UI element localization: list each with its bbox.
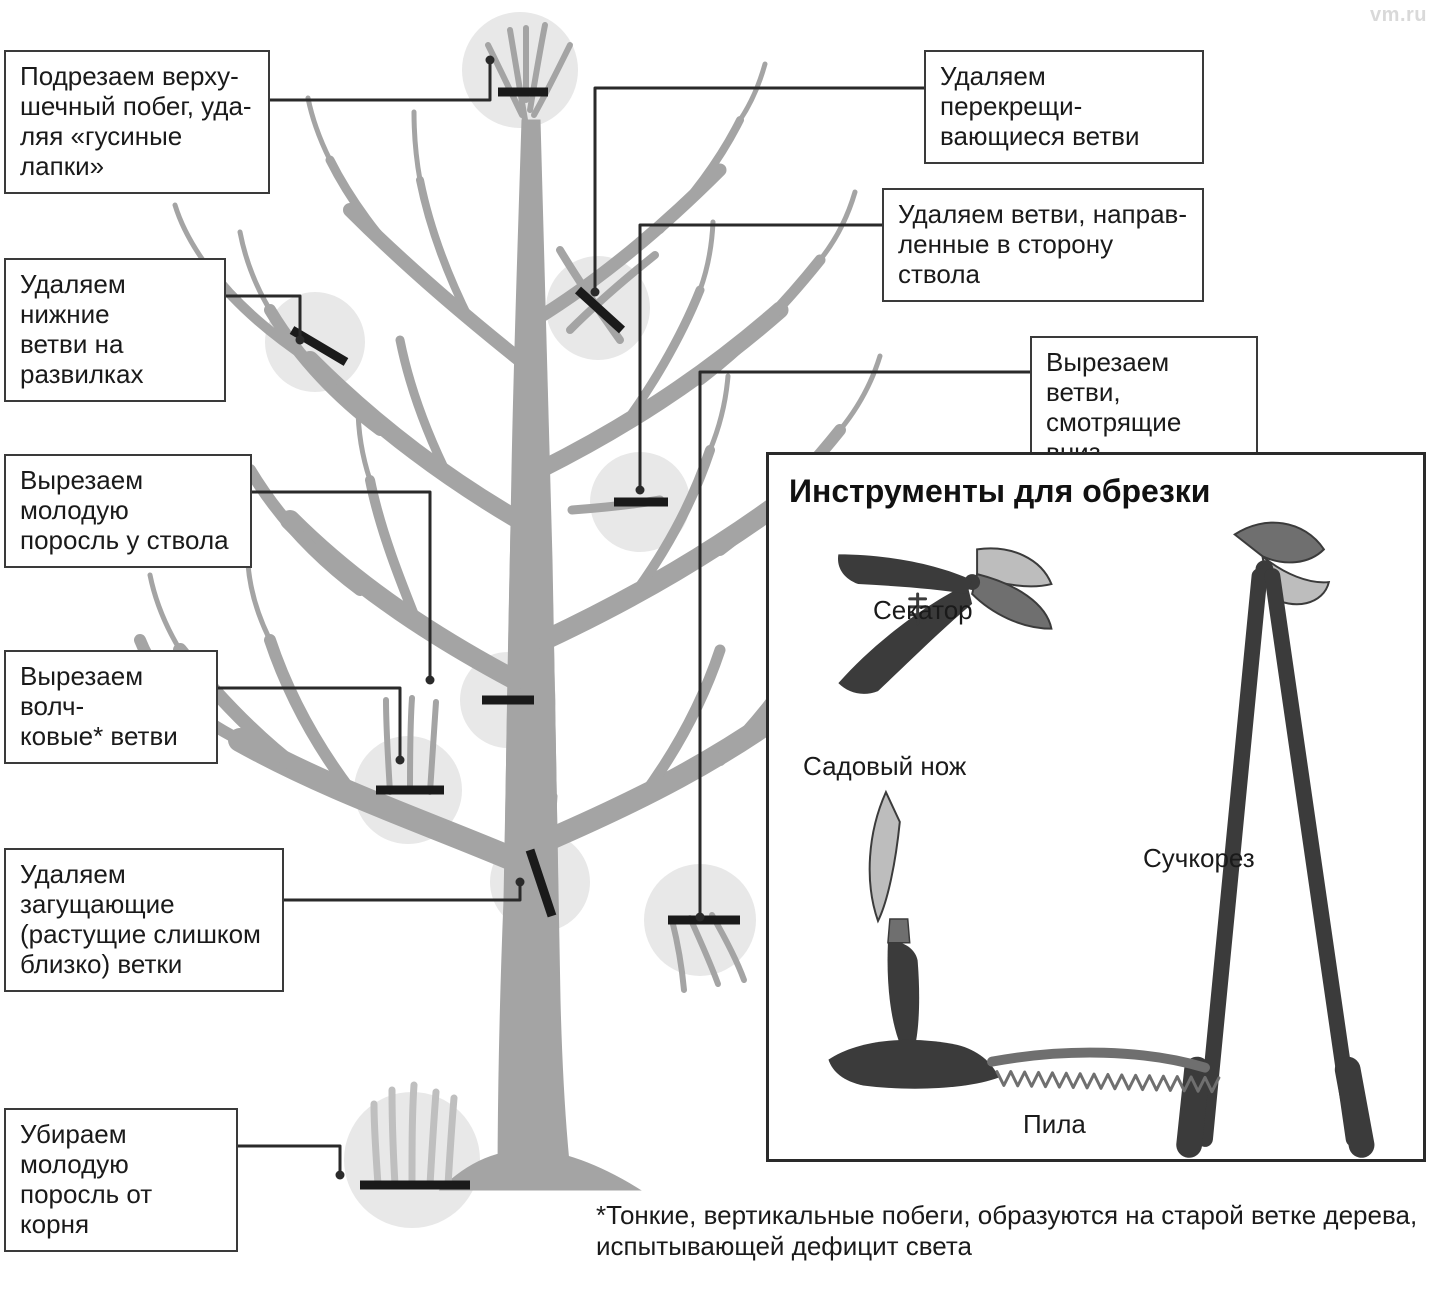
tool-label-lopper: Сучкорез: [1143, 843, 1255, 874]
leader-dot: [426, 676, 435, 685]
garden-knife-icon: [870, 792, 919, 1060]
leader-dot: [591, 288, 600, 297]
saw-icon: [828, 1040, 1218, 1092]
callout-inward: Удаляем ветви, направ- ленные в сторону …: [882, 188, 1204, 302]
callout-trunk-shoots: Вырезаем молодую поросль у ствола: [4, 454, 252, 568]
callout-water-sprouts: Вырезаем волч- ковые* ветви: [4, 650, 218, 764]
lopper-icon: [1189, 523, 1361, 1145]
leader-line: [238, 1146, 340, 1175]
leader-line: [640, 225, 882, 490]
callout-crowding: Удаляем загущающие (растущие слишком бли…: [4, 848, 284, 992]
leader-dot: [696, 913, 705, 922]
tools-illustration: [769, 455, 1423, 1159]
callout-top-shoot: Подрезаем верху- шечный побег, уда- ляя …: [4, 50, 270, 194]
leader-dot: [636, 486, 645, 495]
tool-label-knife: Садовый нож: [803, 751, 966, 782]
leader-dot: [336, 1171, 345, 1180]
callout-root-shoots: Убираем молодую поросль от корня: [4, 1108, 238, 1252]
diagram-canvas: vm.ru: [0, 0, 1437, 1291]
leader-dot: [396, 756, 405, 765]
leader-line: [270, 60, 490, 100]
tool-label-saw: Пила: [1023, 1109, 1086, 1140]
callout-fork-lower: Удаляем нижние ветви на развилках: [4, 258, 226, 402]
leader-dot: [486, 56, 495, 65]
leader-dot: [516, 878, 525, 887]
tool-label-pruner: Секатор: [873, 595, 973, 626]
tools-panel: Инструменты для обрезки СекаторСадовый н…: [766, 452, 1426, 1162]
footnote: *Тонкие, вертикальные побеги, образуются…: [596, 1200, 1437, 1262]
leader-line: [284, 882, 520, 900]
callout-crossing: Удаляем перекрещи- вающиеся ветви: [924, 50, 1204, 164]
leader-dot: [296, 336, 305, 345]
